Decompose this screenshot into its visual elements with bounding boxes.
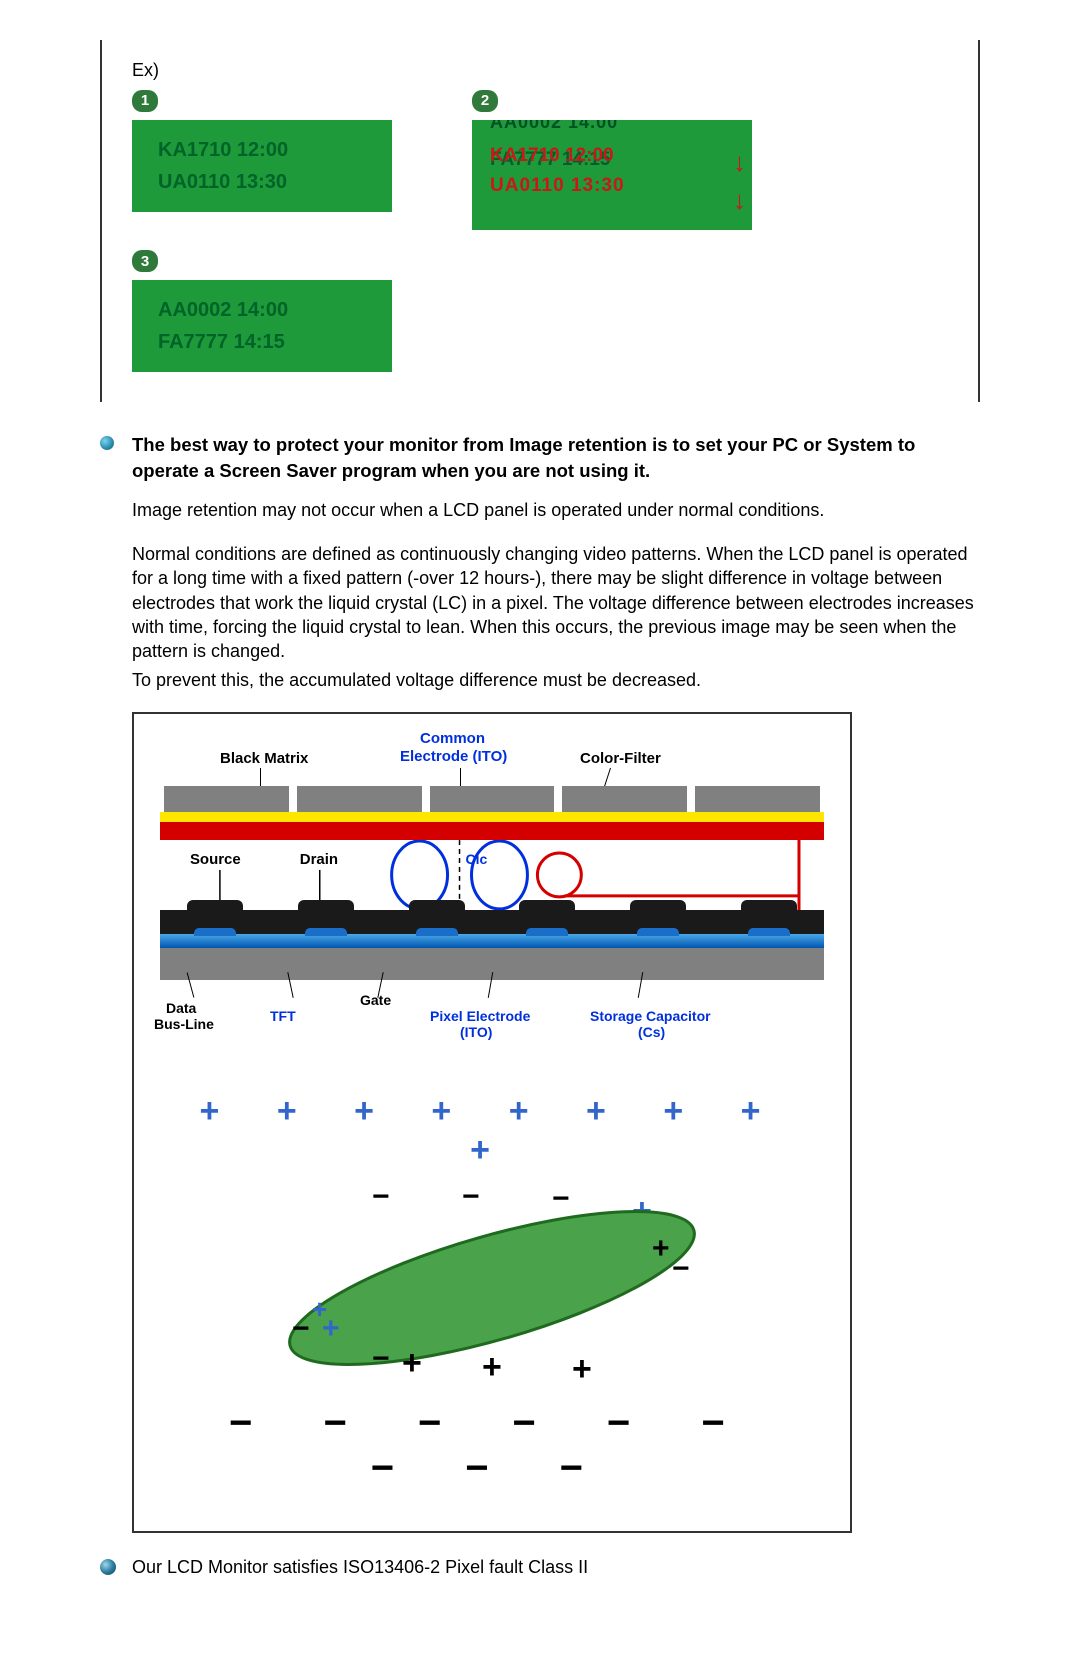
para1: Image retention may not occur when a LCD… <box>132 498 980 522</box>
svg-text:+: + <box>482 1348 502 1386</box>
marker-3: 3 <box>132 250 158 272</box>
panel1-wrap: 1 KA1710 12:00 UA0110 13:30 <box>132 89 392 230</box>
bullet-icon <box>100 436 114 450</box>
scroll-arrow-2-icon: ↓ <box>733 180 746 222</box>
svg-text:+: + <box>402 1344 422 1382</box>
label-tft: TFT <box>270 1008 296 1024</box>
label-electrode: Electrode (ITO) <box>400 748 507 765</box>
lcd-diagram: Common Electrode (ITO) Black Matrix Colo… <box>132 712 852 1533</box>
label-clc: Clc <box>466 851 488 867</box>
yellow-band <box>160 812 824 822</box>
svg-text:+: + <box>652 1232 670 1265</box>
red-band <box>160 822 824 840</box>
panels-row-top: 1 KA1710 12:00 UA0110 13:30 2 AA0002 14.… <box>132 89 928 230</box>
svg-text:−: − <box>672 1252 690 1285</box>
panel2-content: AA0002 14.00 KA1710 12:00 FA7777 14:15 U… <box>472 120 752 199</box>
svg-text:−: − <box>462 1180 480 1213</box>
panel3-wrap: 3 AA0002 14:00 FA7777 14:15 <box>132 250 928 373</box>
example-label: Ex) <box>132 60 928 81</box>
label-color-filter: Color-Filter <box>580 750 661 767</box>
lc-section: + + + + + + + + + − − − + + − − + + − + … <box>134 1062 850 1531</box>
panel3-line2: FA7777 14:15 <box>158 326 366 358</box>
label-storage: Storage Capacitor <box>590 1008 711 1024</box>
label-pixel-elec: Pixel Electrode <box>430 1008 530 1024</box>
body-block: Image retention may not occur when a LCD… <box>132 498 980 692</box>
panel1-line2: UA0110 13:30 <box>158 166 366 198</box>
svg-text:+: + <box>312 1294 327 1324</box>
label-cs: (Cs) <box>638 1024 665 1040</box>
marker-1: 1 <box>132 90 158 112</box>
label-drain: Drain <box>300 851 338 868</box>
label-source: Source <box>190 851 241 868</box>
panel2-cut-top: AA0002 14.00 <box>490 120 734 134</box>
footer-text: Our LCD Monitor satisfies ISO13406-2 Pix… <box>132 1557 588 1578</box>
gray-band-top <box>160 786 824 812</box>
panel3: AA0002 14:00 FA7777 14:15 <box>132 280 392 372</box>
footer-bullet: Our LCD Monitor satisfies ISO13406-2 Pix… <box>100 1557 980 1578</box>
svg-text:−: − <box>292 1312 310 1345</box>
svg-text:−: − <box>552 1182 570 1215</box>
panel2: AA0002 14.00 KA1710 12:00 FA7777 14:15 U… <box>472 120 752 230</box>
plus-row: + + + + + + + + + <box>194 1092 790 1170</box>
panel3-line1: AA0002 14:00 <box>158 294 366 326</box>
label-data: Data <box>166 1000 196 1016</box>
lc-ellipse-svg: − − − + + − − + + − + + + <box>232 1178 752 1388</box>
top-labels: Common Electrode (ITO) Black Matrix Colo… <box>160 736 824 776</box>
para3: To prevent this, the accumulated voltage… <box>132 668 980 692</box>
lcd-cross-section: Common Electrode (ITO) Black Matrix Colo… <box>134 714 850 1062</box>
heading-text: The best way to protect your monitor fro… <box>132 432 980 484</box>
scroll-arrow-1-icon: ↓ <box>733 142 746 184</box>
svg-text:+: + <box>572 1350 592 1388</box>
panel2-cut-bot: UA0110 13:30 <box>490 173 734 199</box>
panel2-red1: KA1710 12:00 <box>490 143 614 169</box>
label-black-matrix: Black Matrix <box>220 750 308 767</box>
panel1-line1: KA1710 12:00 <box>158 134 366 166</box>
footer-bullet-icon <box>100 1559 116 1575</box>
panel1: KA1710 12:00 UA0110 13:30 <box>132 120 392 212</box>
label-busline: Bus-Line <box>154 1016 214 1032</box>
para2: Normal conditions are defined as continu… <box>132 542 980 663</box>
heading-bullet-row: The best way to protect your monitor fro… <box>100 432 980 484</box>
label-common: Common <box>420 730 485 747</box>
svg-text:−: − <box>372 1180 390 1213</box>
label-ito: (ITO) <box>460 1024 492 1040</box>
bottom-labels: Data Bus-Line TFT Gate Pixel Electrode (… <box>160 982 824 1052</box>
ellipse-wrap: − − − + + − − + + − + + + <box>194 1178 790 1393</box>
example-container: Ex) 1 KA1710 12:00 UA0110 13:30 2 AA0002… <box>100 40 980 402</box>
panel2-wrap: 2 AA0002 14.00 KA1710 12:00 FA7777 14:15… <box>472 89 752 230</box>
blue-band <box>160 934 824 948</box>
minus-row: − − − − − − − − − <box>194 1401 790 1491</box>
layers-top <box>160 786 824 840</box>
svg-text:−: − <box>372 1342 390 1375</box>
label-gate: Gate <box>360 992 391 1008</box>
marker-2: 2 <box>472 90 498 112</box>
